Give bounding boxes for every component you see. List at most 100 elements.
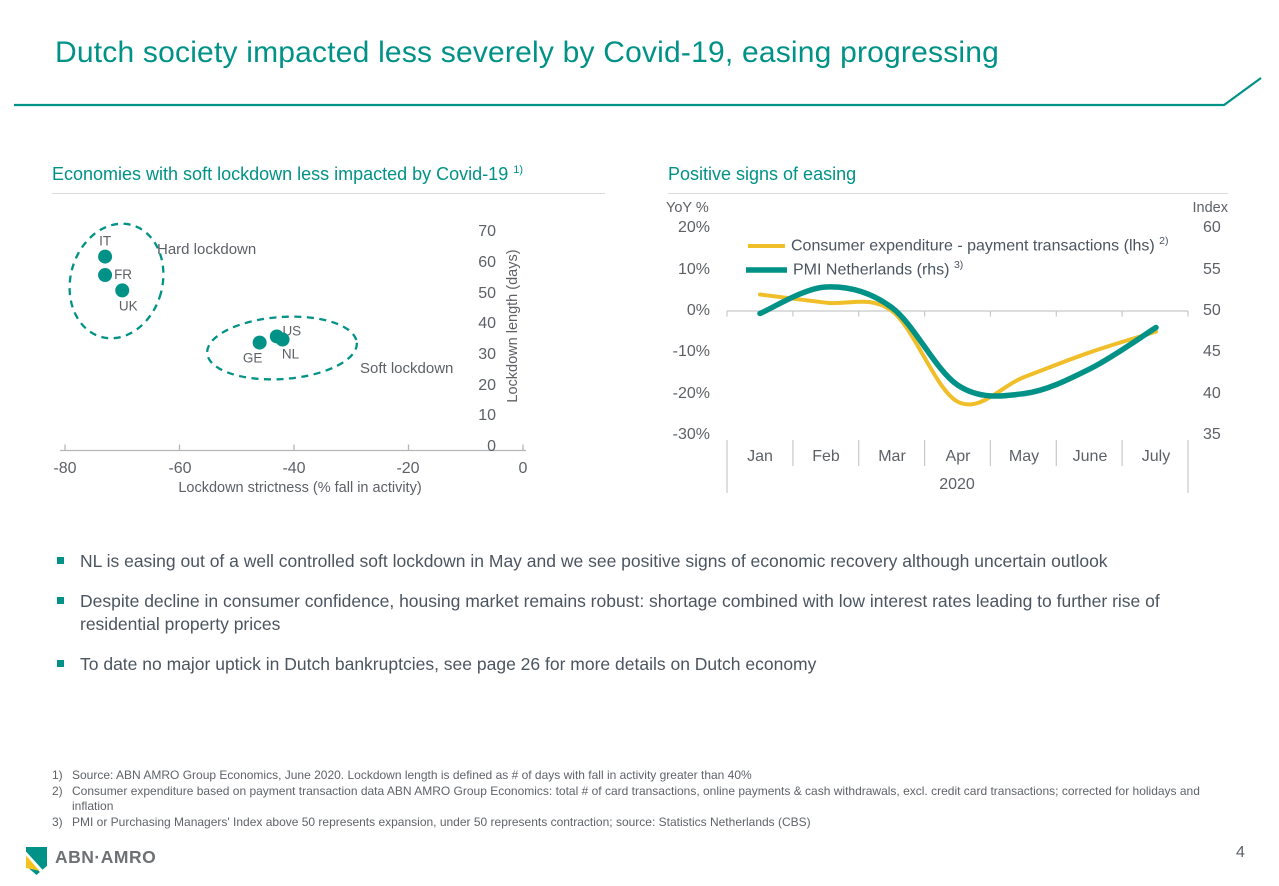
- footnote: 2) Consumer expenditure based on payment…: [52, 784, 1212, 815]
- page-number: 4: [1236, 844, 1245, 861]
- scatter-point-label: NL: [282, 347, 300, 362]
- line-chart-title: Positive signs of easing: [668, 164, 857, 184]
- scatter-point-UK: [115, 283, 130, 298]
- footnote-text: Source: ABN AMRO Group Economics, June 2…: [72, 768, 752, 782]
- bullet-marker: [57, 597, 64, 604]
- legend-series-name: PMI Netherlands (rhs): [793, 261, 950, 279]
- month-label: June: [1072, 448, 1108, 465]
- legend-item-pmi-netherlands: PMI Netherlands (rhs) 3): [745, 259, 963, 279]
- scatter-xlabel: Lockdown strictness (% fall in activity): [178, 480, 422, 496]
- scatter-point-US: [269, 329, 284, 344]
- scatter-chart-title-text: Economies with soft lockdown less impact…: [52, 164, 509, 184]
- footnote-number: 1): [52, 768, 63, 782]
- lockdown-cluster-ellipses: [68, 222, 358, 381]
- scatter-ytick: 60: [478, 254, 496, 271]
- bullet-item: NL is easing out of a well controlled so…: [52, 550, 1217, 573]
- right-ytick: 50: [1203, 302, 1221, 319]
- abn-amro-logo-text: ABN·AMRO: [55, 847, 157, 867]
- scatter-point-GE: [252, 335, 267, 350]
- footnote: 1) Source: ABN AMRO Group Economics, Jun…: [52, 768, 1212, 784]
- footnote-text: Consumer expenditure based on payment tr…: [72, 783, 1200, 814]
- footnote: 3) PMI or Purchasing Managers' Index abo…: [52, 815, 1212, 831]
- abn-amro-shield-icon: [26, 847, 47, 877]
- left-ytick: -30%: [672, 426, 710, 443]
- scatter-xtick: -60: [168, 460, 192, 477]
- year-label: 2020: [939, 476, 975, 493]
- scatter-point-label: FR: [114, 267, 132, 282]
- legend-label: Consumer expenditure - payment transacti…: [791, 235, 1169, 255]
- legend-swatch-yellow: [748, 243, 785, 248]
- left-ytick: -20%: [672, 385, 710, 402]
- month-label: Apr: [945, 448, 971, 465]
- scatter-point-label: GE: [243, 351, 263, 366]
- bullet-text: Despite decline in consumer confidence, …: [80, 591, 1160, 634]
- legend-swatch-teal: [746, 266, 787, 273]
- month-label: Feb: [812, 448, 840, 465]
- legend-series-name: Consumer expenditure - payment transacti…: [791, 237, 1155, 255]
- series-line-0: [758, 292, 1158, 407]
- scatter-ytick: 50: [478, 284, 496, 302]
- soft-lockdown-label: Soft lockdown: [360, 360, 454, 377]
- left-ytick: 10%: [677, 261, 710, 278]
- scatter-xtick: -40: [282, 460, 306, 477]
- scatter-title-footnote-ref: 1): [513, 164, 524, 176]
- scatter-xtick: -80: [53, 460, 77, 477]
- scatter-ytick: 40: [478, 315, 496, 332]
- abn-amro-logo: ABN·AMRO: [26, 843, 156, 879]
- hard-lockdown-label: Hard lockdown: [157, 241, 257, 258]
- left-ytick: 0%: [686, 302, 710, 319]
- footnote-text: PMI or Purchasing Managers' Index above …: [72, 814, 811, 829]
- hard-lockdown-ellipse: [68, 222, 165, 340]
- month-label: Jan: [747, 448, 773, 465]
- line-series-layer: [757, 284, 1159, 407]
- month-label: July: [1141, 448, 1171, 465]
- scatter-xtick: 0: [518, 460, 528, 477]
- month-label: Mar: [878, 448, 906, 465]
- scatter-point-IT: [98, 249, 113, 264]
- right-ytick: 55: [1203, 261, 1221, 278]
- month-label: May: [1008, 448, 1040, 465]
- footnote-number: 2): [52, 783, 63, 798]
- legend-footnote-ref: 3): [953, 259, 964, 271]
- scatter-point-NL: [275, 332, 290, 347]
- right-ytick: 35: [1203, 426, 1221, 443]
- bullet-text: To date no major uptick in Dutch bankrup…: [80, 654, 817, 674]
- series-line-1: [757, 284, 1159, 399]
- scatter-title-divider: [52, 193, 605, 194]
- scatter-xtick: -20: [396, 460, 420, 477]
- right-ytick: 45: [1203, 343, 1221, 360]
- slide-title: Dutch society impacted less severely by …: [55, 36, 1000, 69]
- right-ytick: 60: [1203, 219, 1221, 236]
- right-axis-title: Index: [1192, 200, 1228, 216]
- bullet-marker: [57, 660, 64, 667]
- scatter-ytick: 30: [478, 346, 496, 363]
- scatter-point-label: IT: [99, 234, 111, 249]
- scatter-ytick: 20: [478, 376, 496, 394]
- title-underline: [14, 77, 1262, 107]
- right-ytick: 40: [1203, 385, 1221, 402]
- scatter-ylabel: Lockdown length (days): [505, 249, 521, 403]
- left-ytick: 20%: [677, 219, 710, 236]
- scatter-point-FR: [98, 268, 113, 283]
- scatter-ytick: 0: [487, 438, 496, 455]
- left-axis-title: YoY %: [666, 200, 709, 216]
- left-ytick: -10%: [672, 343, 710, 360]
- line-title-divider: [668, 193, 1228, 194]
- scatter-point-label: US: [282, 323, 301, 338]
- legend-item-consumer-expenditure: Consumer expenditure - payment transacti…: [747, 235, 1169, 255]
- soft-lockdown-ellipse: [206, 315, 358, 381]
- scatter-chart-title: Economies with soft lockdown less impact…: [52, 164, 523, 185]
- scatter-ytick: 10: [478, 407, 496, 424]
- bullet-item: To date no major uptick in Dutch bankrup…: [52, 653, 1217, 676]
- footnote-number: 3): [52, 814, 63, 829]
- bullet-list: NL is easing out of a well controlled so…: [52, 550, 1217, 693]
- bullet-text: NL is easing out of a well controlled so…: [80, 551, 1108, 571]
- legend-label: PMI Netherlands (rhs) 3): [793, 259, 963, 279]
- bullet-item: Despite decline in consumer confidence, …: [52, 590, 1217, 636]
- scatter-point-label: UK: [119, 298, 138, 313]
- legend-footnote-ref: 2): [1159, 235, 1169, 247]
- bullet-marker: [57, 557, 64, 564]
- footnote-list: 1) Source: ABN AMRO Group Economics, Jun…: [52, 768, 1212, 830]
